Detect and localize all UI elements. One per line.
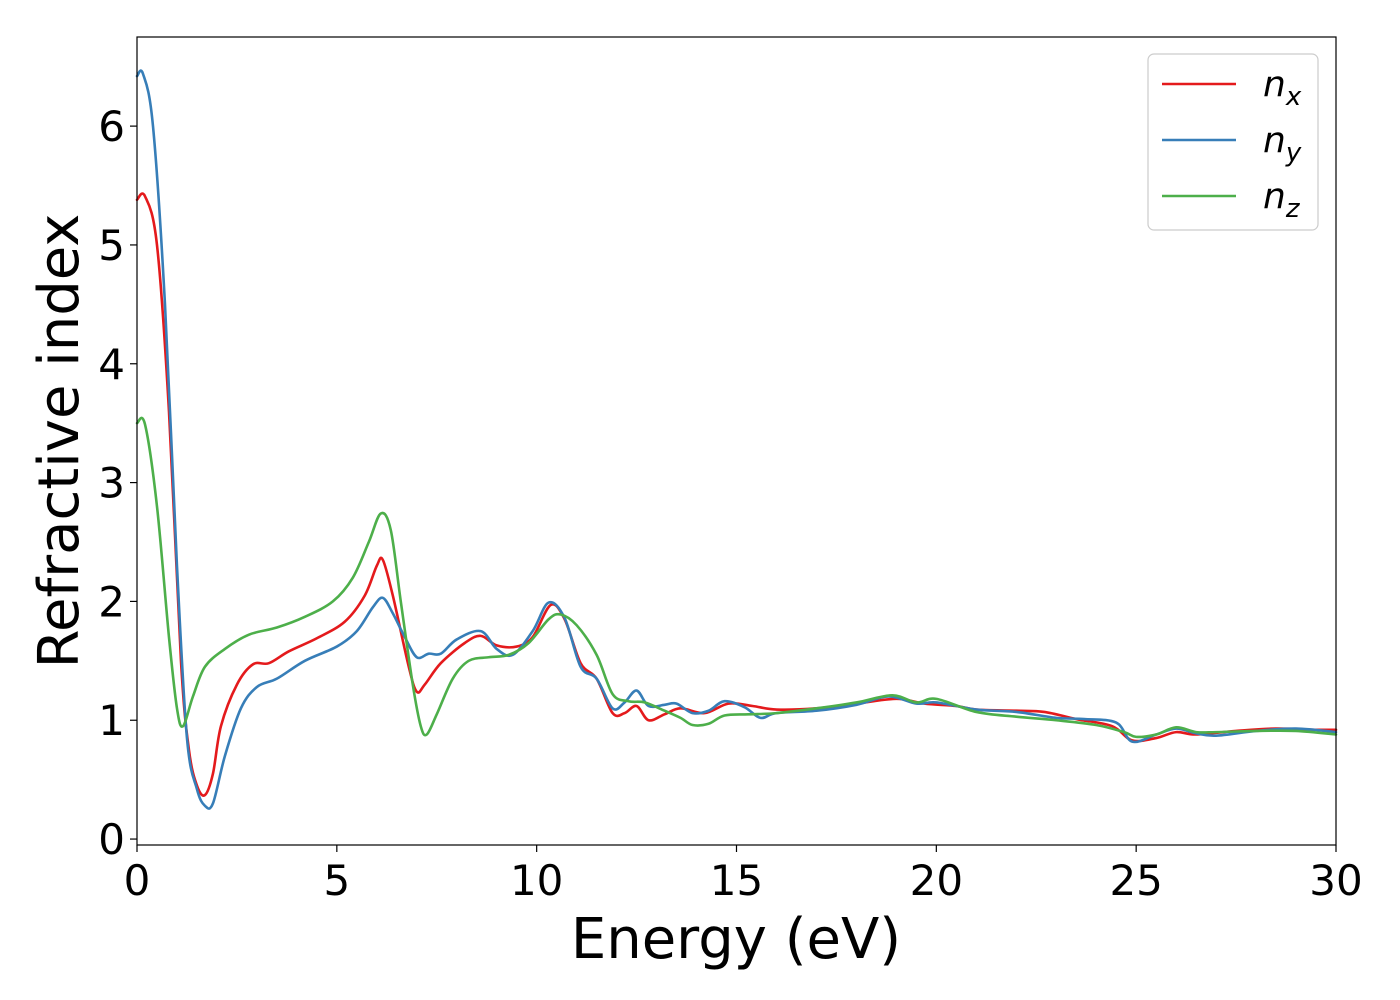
legend: nx ny nz [1147,53,1319,231]
x-tick-label: 5 [323,856,350,905]
x-tick-label: 15 [710,856,763,905]
y-tick-label: 6 [98,102,125,151]
x-axis-label: Energy (eV) [571,907,901,972]
series-line-x [135,192,1338,797]
y-tick-label: 0 [98,815,125,864]
x-axis-ticks: 0 5 10 15 20 25 30 [124,845,1363,905]
y-tick-label: 5 [98,221,125,270]
series-line-z [135,416,1338,739]
legend-label-z: nz [1263,176,1301,224]
y-tick-label: 2 [98,577,125,626]
x-tick-label: 30 [1309,856,1362,905]
legend-label-y: ny [1263,120,1302,168]
y-axis-ticks: 0 1 2 3 4 5 6 [98,102,137,864]
legend-label-x: nx [1263,64,1302,112]
series-line-y [135,69,1338,810]
y-tick-label: 4 [98,340,125,389]
x-tick-label: 25 [1109,856,1162,905]
legend-box [1147,53,1319,231]
x-tick-label: 10 [510,856,563,905]
y-tick-label: 1 [98,696,125,745]
x-tick-label: 20 [910,856,963,905]
y-tick-label: 3 [98,459,125,508]
series-layer [135,69,1338,810]
y-axis-label: Refractive index [27,214,92,669]
x-tick-label: 0 [124,856,151,905]
